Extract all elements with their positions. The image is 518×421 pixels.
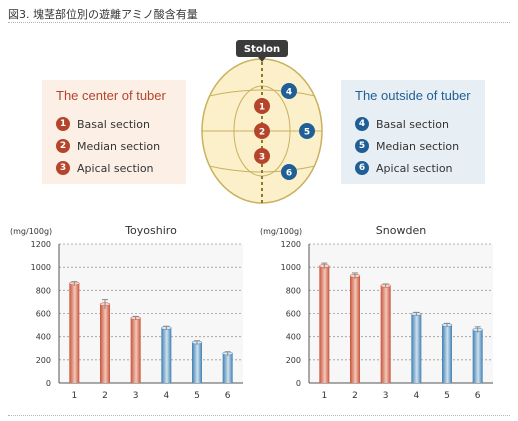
bar-2 [350, 275, 360, 383]
outside-of-tuber-panel: The outside of tuber 4 Basal section 5 M… [341, 80, 485, 184]
marker-4-label: 4 [286, 88, 292, 98]
outside-item-5: 5 Median section [355, 135, 485, 157]
x-tick-label: 6 [225, 391, 231, 401]
error-bar-6 [474, 326, 481, 333]
center-item-1-label: Basal section [77, 117, 150, 131]
center-item-2-label: Median section [77, 139, 161, 153]
y-axis-unit-label: (mg/100g) [260, 227, 302, 236]
bottom-divider [8, 415, 510, 416]
figure-title: 図3. 塊茎部位別の遊離アミノ酸含有量 [8, 8, 198, 21]
x-tick-label: 2 [352, 391, 358, 401]
y-tick-label: 800 [36, 286, 51, 295]
y-tick-label: 400 [286, 333, 301, 342]
x-tick-label: 1 [71, 391, 77, 401]
marker-6-label: 6 [286, 169, 292, 179]
x-tick-label: 6 [475, 391, 481, 401]
y-axis-unit-label: (mg/100g) [10, 227, 52, 236]
stolon-label: Stolon [244, 44, 280, 55]
bar-3 [380, 285, 391, 383]
error-bar-3 [382, 283, 389, 288]
error-bar-6 [224, 351, 231, 356]
error-bar-5 [194, 340, 200, 345]
outside-item-6-label: Apical section [376, 161, 453, 175]
y-tick-label: 400 [36, 333, 51, 342]
bar-5 [192, 342, 202, 383]
outside-item-6: 6 Apical section [355, 157, 485, 179]
chart-title: Toyoshiro [124, 224, 177, 237]
x-tick-label: 4 [413, 391, 419, 401]
x-tick-label: 4 [163, 391, 169, 401]
marker-1: 1 [254, 98, 270, 114]
bar-5 [442, 325, 452, 383]
bar-4 [411, 314, 422, 383]
snowden-chart: Snowden (mg/100g) 0 200 400 600 800 1000 1200 1 2 3… [260, 224, 493, 401]
center-item-3-label: Apical section [77, 161, 154, 175]
error-bar-4 [413, 311, 420, 316]
center-item-1-number: 1 [56, 117, 70, 131]
y-tick-label: 200 [36, 356, 51, 365]
error-bar-3 [132, 315, 139, 320]
bar-4 [161, 327, 172, 383]
x-tick-label: 5 [194, 391, 200, 401]
y-tick-label: 0 [46, 379, 51, 388]
x-tick-label: 5 [444, 391, 450, 401]
marker-2: 2 [254, 123, 270, 139]
tuber-diagram: Stolon 1 2 3 4 5 6 [201, 40, 323, 206]
outside-item-4-label: Basal section [376, 117, 449, 131]
center-item-2-number: 2 [56, 139, 70, 153]
stolon-tag [236, 40, 288, 57]
x-tick-label: 3 [133, 391, 139, 401]
y-tick-label: 600 [286, 310, 301, 319]
y-tick-label: 1000 [31, 263, 51, 272]
error-bar-1 [71, 281, 78, 286]
marker-1-label: 1 [259, 103, 265, 113]
outside-item-4: 4 Basal section [355, 113, 485, 135]
x-tick-label: 3 [383, 391, 389, 401]
marker-5: 5 [299, 123, 315, 139]
bar-6 [472, 329, 483, 383]
outside-item-4-number: 4 [355, 117, 369, 131]
y-tick-label: 600 [36, 310, 51, 319]
y-tick-label: 1200 [31, 240, 51, 249]
y-tick-label: 800 [286, 286, 301, 295]
y-tick-label: 0 [296, 379, 301, 388]
center-of-tuber-panel: The center of tuber 1 Basal section 2 Me… [42, 80, 186, 184]
marker-3: 3 [254, 148, 270, 164]
x-tick-label: 1 [321, 391, 327, 401]
center-panel-title: The center of tuber [56, 88, 166, 103]
marker-4: 4 [281, 83, 297, 99]
outside-item-5-label: Median section [376, 139, 460, 153]
center-item-1: 1 Basal section [56, 113, 186, 135]
y-tick-label: 1000 [281, 263, 301, 272]
center-item-3-number: 3 [56, 161, 70, 175]
chart-title: Snowden [376, 224, 426, 237]
center-item-2: 2 Median section [56, 135, 186, 157]
outside-item-5-number: 5 [355, 139, 369, 153]
center-item-3: 3 Apical section [56, 157, 186, 179]
top-divider [8, 22, 510, 23]
toyoshiro-chart: Toyoshiro (mg/100g) 0 200 400 600 800 1000 1200 1… [10, 224, 243, 401]
outside-panel-title: The outside of tuber [355, 88, 471, 103]
bar-1 [69, 283, 80, 383]
error-bar-4 [163, 325, 170, 330]
error-bar-5 [444, 322, 450, 327]
stolon-tag-pointer [258, 57, 266, 62]
section-line-basal [208, 89, 316, 97]
x-tick-label: 2 [102, 391, 108, 401]
error-bar-1 [321, 262, 328, 269]
y-tick-label: 200 [286, 356, 301, 365]
marker-6: 6 [281, 164, 297, 180]
marker-5-label: 5 [304, 128, 310, 138]
bar-6 [222, 353, 233, 383]
outside-item-6-number: 6 [355, 161, 369, 175]
marker-2-label: 2 [259, 128, 265, 138]
bar-3 [130, 318, 141, 383]
error-bar-2 [102, 299, 108, 309]
y-tick-label: 1200 [281, 240, 301, 249]
marker-3-label: 3 [259, 153, 265, 163]
bar-1 [319, 266, 330, 383]
bar-2 [100, 304, 110, 383]
error-bar-2 [352, 272, 358, 279]
